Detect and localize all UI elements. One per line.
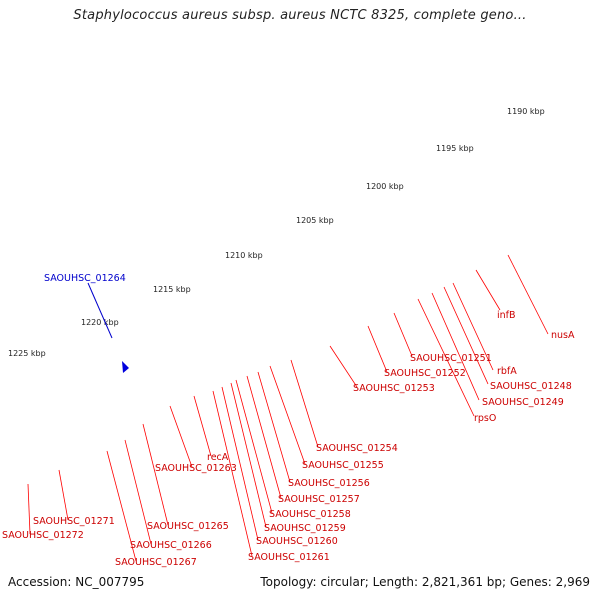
label-leader — [452, 282, 494, 371]
selected-gene-callout[interactable]: SAOUHSC_01264 — [44, 273, 129, 373]
gene-label-01259[interactable]: SAOUHSC_01259 — [264, 523, 346, 534]
ruler-label: 1225 kbp — [8, 349, 46, 358]
map-title: Staphylococcus aureus subsp. aureus NCTC… — [73, 8, 527, 23]
genome-summary-text: Topology: circular; Length: 2,821,361 bp… — [260, 575, 590, 589]
gene-label-01254[interactable]: SAOUHSC_01254 — [316, 443, 398, 454]
label-leader — [367, 325, 388, 373]
label-leader — [230, 382, 267, 528]
gene-label-01266[interactable]: SAOUHSC_01266 — [130, 540, 212, 551]
label-leader — [393, 312, 413, 357]
label-leader — [221, 386, 259, 541]
ruler-label: 1210 kbp — [225, 251, 263, 260]
ruler-label: 1205 kbp — [296, 216, 334, 225]
gene-label-01263[interactable]: SAOUHSC_01263 — [155, 463, 237, 474]
gene-label-rbfA[interactable]: rbfA — [497, 366, 517, 377]
label-leader — [443, 286, 489, 385]
label-leader — [269, 365, 306, 465]
gene-label-01248[interactable]: SAOUHSC_01248 — [490, 381, 572, 392]
selected-gene-leader — [87, 282, 113, 339]
gene-label-01252[interactable]: SAOUHSC_01252 — [384, 368, 466, 379]
gene-label-01272[interactable]: SAOUHSC_01272 — [2, 530, 84, 541]
label-leader — [169, 405, 193, 468]
gene-label-01271[interactable]: SAOUHSC_01271 — [33, 516, 115, 527]
label-leader — [329, 345, 358, 388]
gene-label-infB[interactable]: infB — [497, 310, 516, 321]
label-leaders — [27, 254, 549, 562]
gene-label-01256[interactable]: SAOUHSC_01256 — [288, 478, 370, 489]
gene-label-01258[interactable]: SAOUHSC_01258 — [269, 509, 351, 520]
label-leader — [257, 371, 291, 483]
gene-label-01253[interactable]: SAOUHSC_01253 — [353, 383, 435, 394]
ruler-label: 1190 kbp — [507, 107, 545, 116]
ruler-label: 1195 kbp — [436, 144, 474, 153]
ruler-labels: 1190 kbp 1195 kbp 1200 kbp 1205 kbp 1210… — [8, 107, 545, 358]
gene-label-01267[interactable]: SAOUHSC_01267 — [115, 557, 197, 568]
label-leader — [58, 469, 69, 521]
ruler-label: 1220 kbp — [81, 318, 119, 327]
label-leader — [290, 359, 319, 448]
label-leader — [431, 292, 480, 401]
label-leader — [235, 379, 273, 514]
gene-label-01249[interactable]: SAOUHSC_01249 — [482, 397, 564, 408]
gene-label-01251[interactable]: SAOUHSC_01251 — [410, 353, 492, 364]
gene-label-01257[interactable]: SAOUHSC_01257 — [278, 494, 360, 505]
selected-gene-marker — [122, 361, 129, 373]
label-leader — [106, 450, 137, 562]
gene-labels[interactable]: nusA infB rbfA SAOUHSC_01248 SAOUHSC_012… — [2, 310, 575, 568]
gene-label-rpsO[interactable]: rpsO — [474, 413, 496, 424]
label-leader — [417, 298, 475, 417]
label-leader — [27, 483, 31, 535]
label-leader — [246, 375, 282, 499]
gene-label-01260[interactable]: SAOUHSC_01260 — [256, 536, 338, 547]
label-leader — [142, 423, 169, 526]
label-leader — [507, 254, 549, 335]
gene-label-nusA[interactable]: nusA — [551, 330, 575, 341]
ruler-label: 1215 kbp — [153, 285, 191, 294]
gene-label-recA[interactable]: recA — [207, 452, 229, 463]
gene-label-01265[interactable]: SAOUHSC_01265 — [147, 521, 229, 532]
label-leader — [212, 390, 253, 557]
gene-label-01261[interactable]: SAOUHSC_01261 — [248, 552, 330, 563]
label-leader — [124, 439, 152, 545]
accession-text: Accession: NC_007795 — [8, 575, 145, 589]
ruler-label: 1200 kbp — [366, 182, 404, 191]
label-leader — [475, 269, 501, 311]
selected-gene-label[interactable]: SAOUHSC_01264 — [44, 273, 126, 284]
gene-label-01255[interactable]: SAOUHSC_01255 — [302, 460, 384, 471]
label-leader — [193, 395, 212, 457]
